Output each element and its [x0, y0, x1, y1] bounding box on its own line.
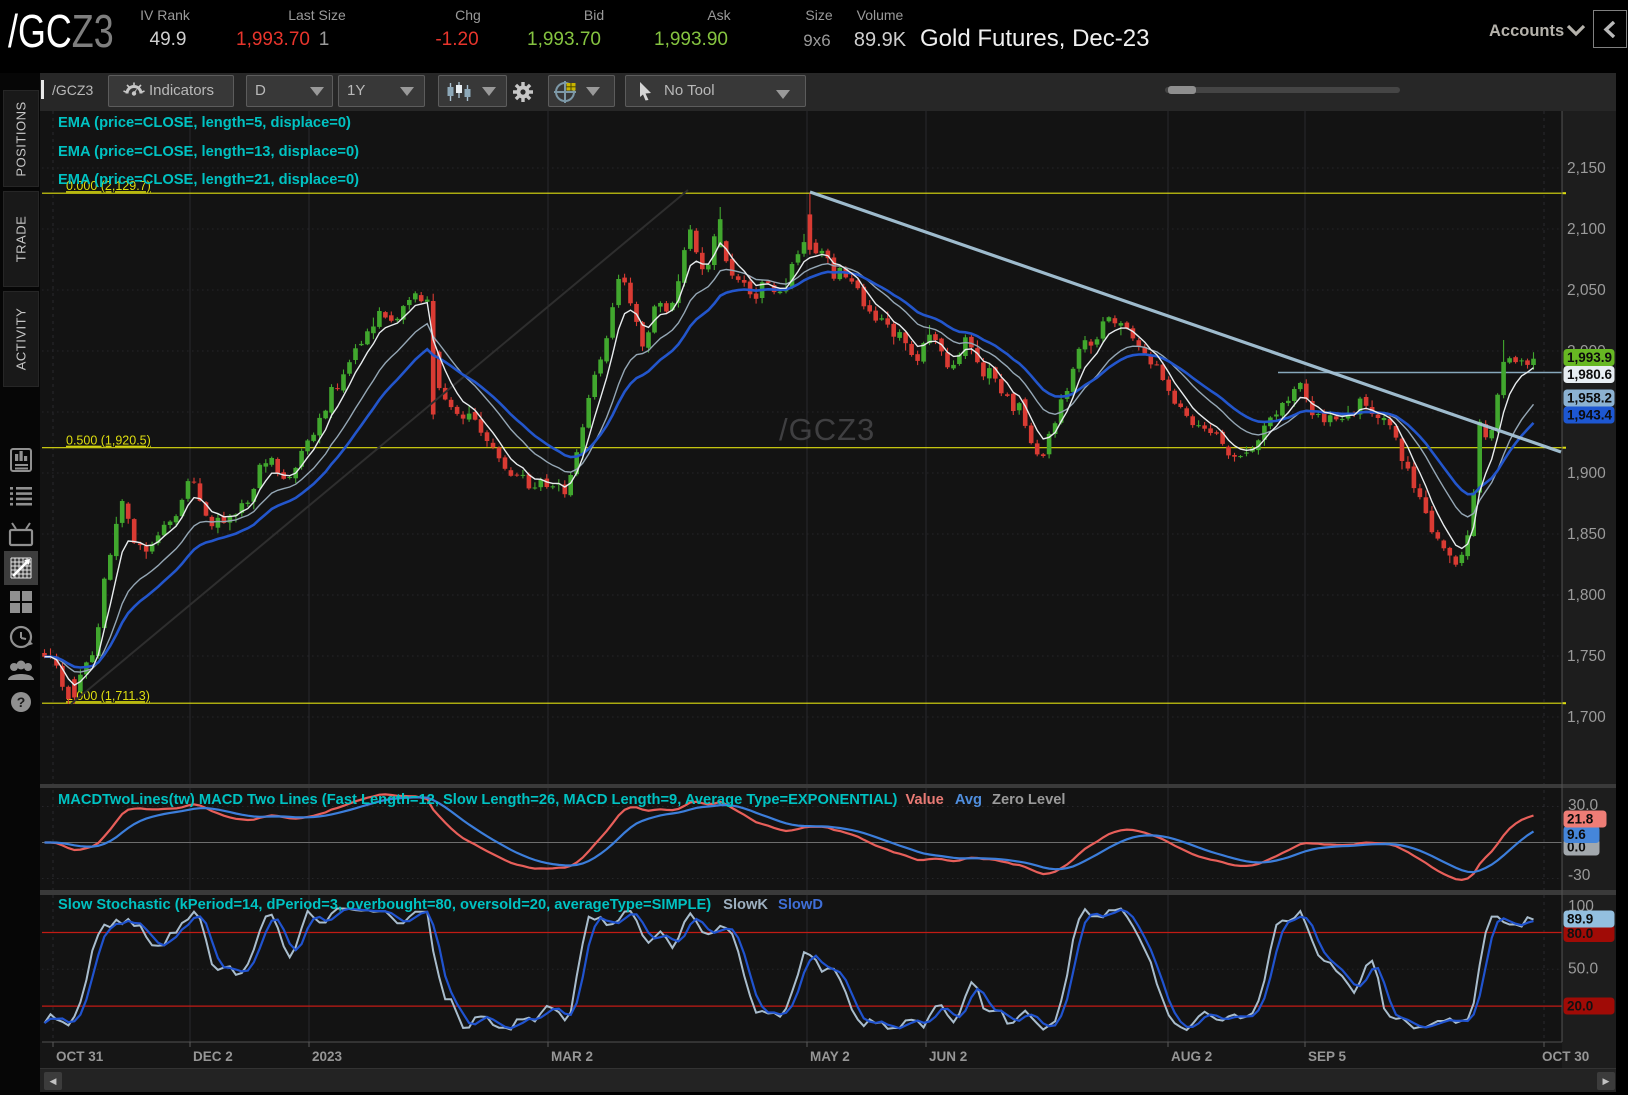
svg-text:50.0: 50.0	[1568, 961, 1599, 978]
svg-text:AUG 2: AUG 2	[1171, 1049, 1212, 1064]
svg-text:Slow Stochastic (kPeriod=14, d: Slow Stochastic (kPeriod=14, dPeriod=3, …	[58, 897, 823, 913]
svg-text:MACDTwoLines(tw) MACD Two Line: MACDTwoLines(tw) MACD Two Lines (Fast Le…	[58, 792, 1065, 808]
svg-text:9.6: 9.6	[1567, 827, 1586, 842]
svg-text:JUN 2: JUN 2	[929, 1049, 967, 1064]
svg-text:2,100: 2,100	[1567, 221, 1606, 238]
svg-text:SEP 5: SEP 5	[1308, 1049, 1347, 1064]
svg-text:EMA (price=CLOSE, length=21, d: EMA (price=CLOSE, length=21, displace=0)	[58, 172, 359, 188]
svg-text:80.0: 80.0	[1567, 926, 1593, 941]
svg-text:1,700: 1,700	[1567, 709, 1606, 726]
svg-text:DEC 2: DEC 2	[193, 1049, 233, 1064]
svg-text:21.8: 21.8	[1567, 812, 1594, 827]
svg-text:0.000 (2,129.7): 0.000 (2,129.7)	[66, 179, 151, 193]
svg-text:2023: 2023	[312, 1049, 343, 1064]
svg-text:0.500 (1,920.5): 0.500 (1,920.5)	[66, 434, 151, 448]
svg-text:1,850: 1,850	[1567, 526, 1606, 543]
svg-text:89.9: 89.9	[1567, 912, 1593, 927]
svg-text:OCT 30: OCT 30	[1542, 1049, 1589, 1064]
svg-text:-30: -30	[1568, 867, 1591, 884]
svg-text:1,980.6: 1,980.6	[1567, 367, 1613, 382]
svg-text:1,900: 1,900	[1567, 465, 1606, 482]
svg-text:EMA (price=CLOSE, length=13, d: EMA (price=CLOSE, length=13, displace=0)	[58, 144, 359, 160]
svg-text:MAY 2: MAY 2	[810, 1049, 850, 1064]
svg-text:?: ?	[17, 694, 26, 710]
svg-text:1,943.4: 1,943.4	[1567, 408, 1613, 423]
svg-text:1,993.9: 1,993.9	[1567, 350, 1612, 365]
svg-text:OCT 31: OCT 31	[56, 1049, 104, 1064]
svg-text:1,750: 1,750	[1567, 648, 1606, 665]
svg-text:2,150: 2,150	[1567, 160, 1606, 177]
svg-text:1,800: 1,800	[1567, 587, 1606, 604]
svg-text:/GCZ3: /GCZ3	[779, 412, 875, 447]
svg-text:0.0: 0.0	[1567, 840, 1586, 855]
svg-text:1.000 (1,711.3): 1.000 (1,711.3)	[66, 689, 150, 703]
svg-text:20.0: 20.0	[1567, 999, 1593, 1014]
svg-text:2,050: 2,050	[1567, 282, 1606, 299]
svg-text:EMA (price=CLOSE, length=5, di: EMA (price=CLOSE, length=5, displace=0)	[58, 115, 351, 131]
svg-text:30.0: 30.0	[1568, 797, 1599, 814]
svg-text:1,958.2: 1,958.2	[1567, 391, 1612, 406]
svg-text:MAR 2: MAR 2	[551, 1049, 593, 1064]
